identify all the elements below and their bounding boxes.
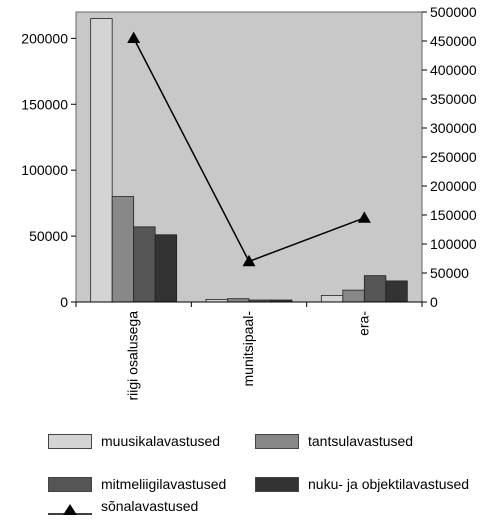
legend-swatch (255, 476, 299, 492)
right-tick-label: 100000 (430, 236, 477, 252)
left-tick-label: 0 (60, 294, 68, 310)
legend-label: mitmeliigilavastused (101, 476, 227, 492)
bar-mitmeliigilavastused (363, 275, 387, 303)
legend-line-swatch (48, 504, 92, 515)
category-label: riigi osalusega (125, 311, 141, 400)
bar-mitmeliigilavastused (133, 226, 156, 303)
right-tick-label: 300000 (430, 120, 477, 136)
right-tick-label: 50000 (430, 265, 469, 281)
legend-swatch (255, 433, 299, 449)
legend-label: nuku- ja objektilavastused (308, 476, 470, 492)
legend-item-nuku- ja objektilavastused: nuku- ja objektilavastused (255, 475, 469, 493)
legend-item-sõnalavastused: sõnalavastused (48, 498, 199, 518)
category-axis: riigi osalusega munitsipaal-era- (75, 301, 423, 400)
bar-muusikalavastused (90, 18, 113, 303)
left-tick-label: 200000 (21, 30, 68, 46)
category-label: munitsipaal- (240, 311, 256, 387)
category-label: era- (355, 311, 371, 336)
right-tick-label: 350000 (430, 91, 477, 107)
right-tick-label: 150000 (430, 207, 477, 223)
right-tick-label: 200000 (430, 178, 477, 194)
bar-nuku- ja objektilavastused (385, 280, 408, 303)
line-marker (127, 31, 141, 43)
right-tick-label: 500000 (430, 4, 477, 20)
line-series (127, 31, 371, 267)
legend-label: sõnalavastused (101, 498, 199, 514)
right-tick-label: 250000 (430, 149, 477, 165)
left-tick-label: 50000 (29, 228, 68, 244)
left-tick-label: 150000 (21, 96, 68, 112)
combo-chart: 0 50000 100000 150000 200000 0 50000 100000 150… (21, 4, 477, 400)
legend-item-mitmeliigilavastused: mitmeliigilavastused (48, 475, 226, 493)
left-tick-label: 100000 (21, 162, 68, 178)
right-tick-label: 450000 (430, 33, 477, 49)
right-tick-label: 0 (430, 294, 438, 310)
legend-label: muusikalavastused (101, 433, 221, 449)
line-marker (242, 254, 256, 267)
line-marker (357, 211, 371, 223)
legend-item-muusikalavastused: muusikalavastused (48, 432, 220, 450)
legend-label: tantsulavastused (308, 433, 414, 449)
bar-muusikalavastused (320, 295, 344, 303)
bar-tantsulavastused (342, 289, 365, 303)
legend-item-tantsulavastused: tantsulavastused (255, 432, 413, 450)
bar-series (90, 18, 408, 303)
bar-nuku- ja objektilavastused (154, 234, 178, 303)
legend-swatch (48, 476, 92, 492)
bar-tantsulavastused (111, 196, 135, 303)
right-tick-label: 400000 (430, 62, 477, 78)
left-axis: 0 50000 100000 150000 200000 (21, 30, 76, 310)
legend-swatch (48, 433, 92, 449)
right-axis: 0 50000 100000 150000 200000 250000 300000 3500… (422, 4, 477, 310)
